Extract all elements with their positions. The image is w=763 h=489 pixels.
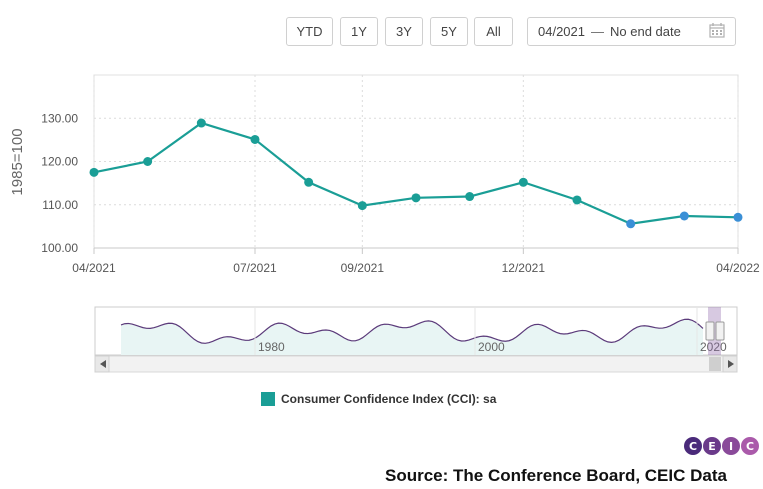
navigator-handle[interactable] bbox=[705, 321, 715, 341]
data-point bbox=[679, 211, 689, 221]
navigator-tick-label: 1980 bbox=[258, 340, 285, 354]
navigator-handle[interactable] bbox=[715, 321, 725, 341]
y-tick-label: 110.00 bbox=[42, 198, 78, 212]
legend-swatch bbox=[261, 392, 275, 406]
arrow-right-icon bbox=[728, 360, 734, 368]
range-button-5y[interactable]: 5Y bbox=[430, 17, 468, 46]
calendar-icon[interactable] bbox=[709, 22, 725, 41]
range-button-3y[interactable]: 3Y bbox=[385, 17, 423, 46]
ceic-letter: I bbox=[722, 437, 740, 455]
ceic-letter: E bbox=[703, 437, 721, 455]
line-chart[interactable]: 100.00 110.00 120.00 130.00 04/2021 07/2021 09… bbox=[0, 0, 763, 290]
arrow-left-icon bbox=[100, 360, 106, 368]
x-tick-label: 07/2021 bbox=[233, 261, 277, 275]
navigator-line bbox=[120, 318, 704, 344]
y-tick-label: 100.00 bbox=[41, 241, 78, 255]
data-point bbox=[89, 167, 99, 177]
range-button-ytd[interactable]: YTD bbox=[286, 17, 333, 46]
y-axis-title: 1985=100 bbox=[9, 128, 26, 195]
legend-label: Consumer Confidence Index (CCI): sa bbox=[281, 392, 497, 406]
navigator[interactable]: 1980 2000 2020 bbox=[0, 0, 763, 380]
data-point bbox=[626, 219, 636, 229]
data-point bbox=[143, 157, 153, 166]
scrollbar-track[interactable] bbox=[94, 355, 738, 373]
data-point bbox=[304, 177, 314, 187]
source-text: Source: The Conference Board, CEIC Data bbox=[385, 466, 727, 485]
date-start: 04/2021 bbox=[538, 24, 585, 39]
navigator-tick-label: 2000 bbox=[478, 340, 505, 354]
x-tick-label: 04/2022 bbox=[716, 261, 760, 275]
data-point bbox=[411, 193, 421, 203]
legend[interactable]: Consumer Confidence Index (CCI): sa bbox=[261, 392, 496, 406]
data-point bbox=[465, 192, 475, 202]
data-point bbox=[733, 212, 743, 222]
y-tick-label: 120.00 bbox=[41, 155, 78, 169]
data-point bbox=[196, 118, 206, 128]
ceic-letter: C bbox=[684, 437, 702, 455]
date-end: No end date bbox=[610, 24, 681, 39]
date-range-picker[interactable]: 04/2021 — No end date bbox=[527, 17, 736, 46]
x-tick-label: 09/2021 bbox=[341, 261, 385, 275]
x-tick-label: 12/2021 bbox=[502, 261, 546, 275]
series bbox=[89, 118, 743, 229]
navigator-area bbox=[121, 319, 703, 355]
navigator-tick-label: 2020 bbox=[700, 340, 727, 354]
grid bbox=[93, 74, 739, 249]
date-separator: — bbox=[591, 24, 604, 39]
data-point bbox=[250, 134, 260, 144]
range-button-1y[interactable]: 1Y bbox=[340, 17, 378, 46]
data-point bbox=[518, 177, 528, 187]
y-tick-label: 130.00 bbox=[41, 111, 78, 125]
range-button-all[interactable]: All bbox=[474, 17, 513, 46]
x-tick-label: 04/2021 bbox=[72, 261, 116, 275]
ceic-logo: C E I C bbox=[684, 437, 759, 455]
axes: 100.00 110.00 120.00 130.00 04/2021 07/2021 09… bbox=[41, 111, 760, 275]
scrollbar-thumb[interactable] bbox=[709, 357, 721, 371]
data-point bbox=[357, 201, 367, 211]
data-point bbox=[572, 195, 582, 205]
ceic-letter: C bbox=[741, 437, 759, 455]
